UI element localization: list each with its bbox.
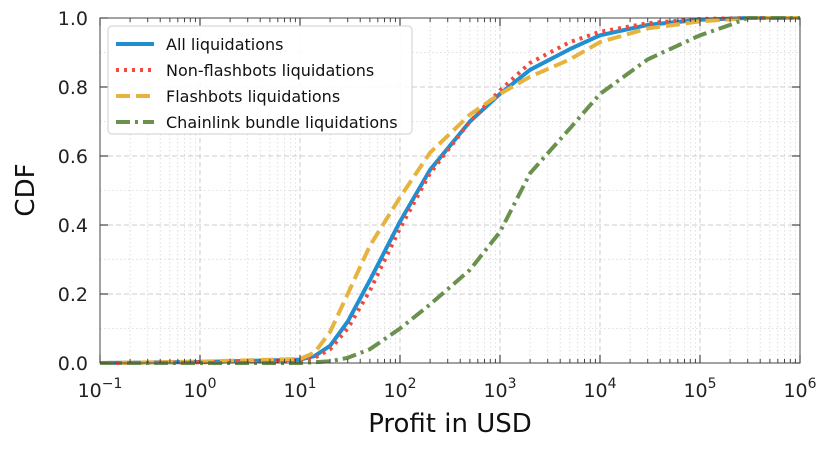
x-tick-label: 105 [683, 376, 716, 402]
x-tick-label: 104 [583, 376, 616, 402]
x-tick-label: 103 [483, 376, 516, 402]
legend-label: Chainlink bundle liquidations [166, 113, 398, 132]
y-tick-label: 0.2 [58, 284, 88, 306]
legend-box [107, 25, 413, 135]
x-tick-label: 102 [383, 376, 416, 402]
x-tick-label: 100 [183, 376, 216, 402]
legend-label: Non-flashbots liquidations [166, 61, 374, 80]
tick-layer: 10−1 100 101 102 103 104 105 106 0.0 0.2 0.4 0.6 0.8… [58, 8, 817, 402]
y-tick-label: 0.4 [58, 215, 88, 237]
y-tick-label: 0.6 [58, 146, 88, 168]
x-tick-label: 10−1 [78, 376, 123, 402]
legend-label: Flashbots liquidations [166, 87, 340, 106]
legend: All liquidations Non-flashbots liquidatio… [107, 25, 413, 135]
series-line-all-liquidations [99, 16, 800, 365]
x-tick-label: 101 [283, 376, 316, 402]
y-tick-label: 0.0 [58, 353, 88, 375]
y-axis-title: CDF [11, 163, 41, 216]
series-line-flashbots-liquidations [99, 16, 800, 365]
plot-frame [99, 17, 801, 364]
legend-label: All liquidations [166, 35, 284, 54]
y-tick-label: 1.0 [58, 8, 88, 30]
x-axis-title: Profit in USD [368, 409, 532, 439]
y-tick-label: 0.8 [58, 77, 88, 99]
x-tick-label: 106 [783, 376, 816, 402]
series-layer [99, 16, 800, 365]
